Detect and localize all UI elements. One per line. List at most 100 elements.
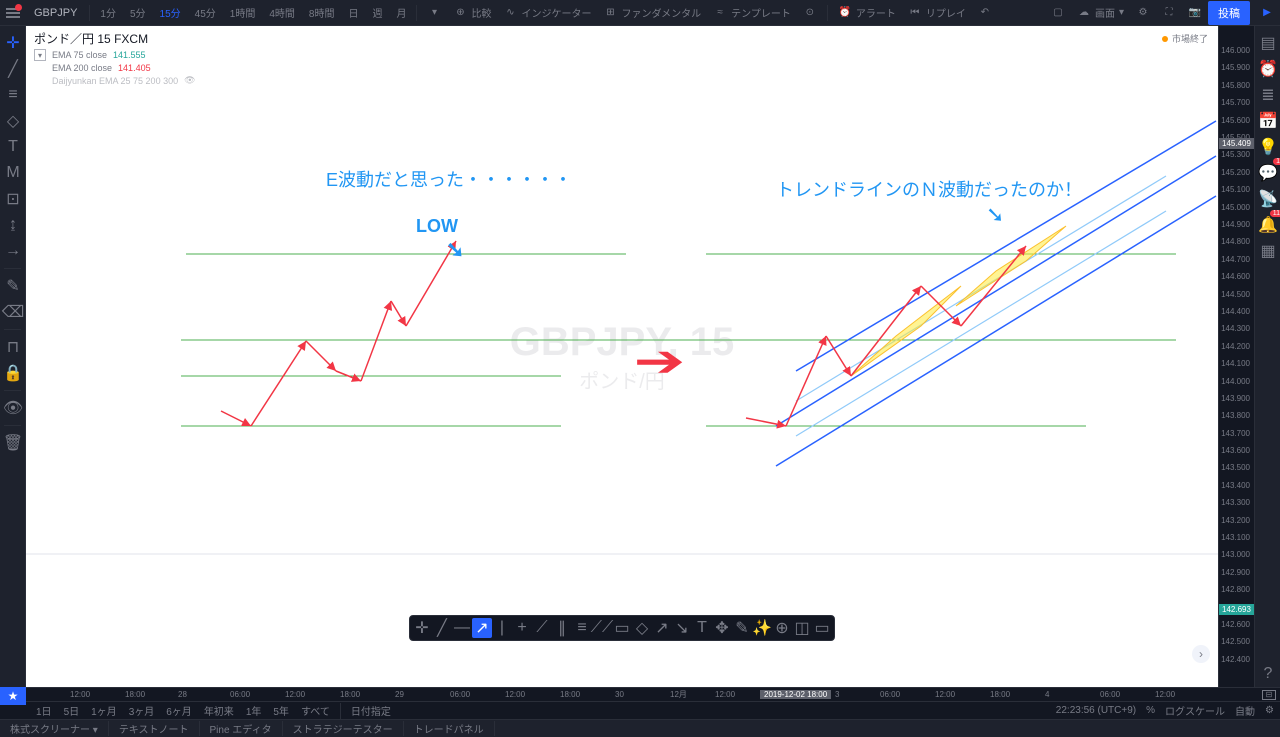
- range-年初来[interactable]: 年初来: [198, 703, 240, 718]
- streams-button[interactable]: 📡: [1255, 186, 1280, 212]
- price-axis[interactable]: 146.000145.900145.800145.700145.600145.5…: [1218, 26, 1254, 687]
- arrow-tool[interactable]: →: [0, 238, 26, 264]
- goto-date-button[interactable]: ⊟: [1262, 690, 1276, 700]
- eye-tool[interactable]: 👁: [0, 395, 26, 421]
- range-1ヶ月[interactable]: 1ヶ月: [85, 703, 123, 718]
- publish-extra-button[interactable]: ▶: [1254, 6, 1280, 20]
- dt-fib[interactable]: ≡: [572, 618, 592, 638]
- undo-button[interactable]: ↶: [972, 6, 998, 20]
- timeframe-15分[interactable]: 15分: [154, 1, 187, 24]
- favorite-star[interactable]: ★: [0, 687, 26, 705]
- timeframe-月[interactable]: 月: [390, 1, 412, 24]
- goto-realtime-button[interactable]: ›: [1192, 645, 1210, 663]
- trash-tool[interactable]: 🗑: [0, 430, 26, 456]
- cursor-tool[interactable]: ✛: [0, 30, 26, 56]
- hotlist-button[interactable]: ≣: [1255, 82, 1280, 108]
- goto-date-link[interactable]: 日付指定: [345, 703, 397, 718]
- chart-pane[interactable]: ポンド／円 15 FXCM ▾ EMA 75 close 141.555 EMA…: [26, 26, 1218, 687]
- save-button[interactable]: ⊙: [797, 6, 823, 20]
- time-axis[interactable]: ⊟ 12:0018:002806:0012:0018:002906:0012:0…: [0, 687, 1280, 701]
- layout-button[interactable]: ▢: [1045, 6, 1071, 20]
- timeframe-1分[interactable]: 1分: [94, 1, 122, 24]
- measure-tool[interactable]: ↨: [0, 212, 26, 238]
- range-5日[interactable]: 5日: [58, 703, 86, 718]
- bottom-tab[interactable]: テキストノート: [109, 721, 200, 736]
- ideas-button[interactable]: 💡: [1255, 134, 1280, 160]
- symbol-label[interactable]: GBPJPY: [26, 7, 85, 19]
- range-3ヶ月[interactable]: 3ヶ月: [123, 703, 161, 718]
- publish-button[interactable]: 投稿: [1208, 1, 1250, 25]
- dt-magic[interactable]: ✨: [752, 618, 772, 638]
- dt-measure[interactable]: ⊕: [772, 618, 792, 638]
- text-tool[interactable]: T: [0, 134, 26, 160]
- fib-tool[interactable]: ≡: [0, 82, 26, 108]
- pencil-tool[interactable]: ✎: [0, 273, 26, 299]
- dt-text[interactable]: T: [692, 618, 712, 638]
- timeframe-週[interactable]: 週: [366, 1, 388, 24]
- prediction-tool[interactable]: ⊡: [0, 186, 26, 212]
- bottom-tab[interactable]: トレードパネル: [404, 721, 495, 736]
- dom-button[interactable]: ▦: [1255, 238, 1280, 264]
- bottom-tab[interactable]: Pine エディタ: [200, 721, 283, 736]
- dt-brush[interactable]: ✎: [732, 618, 752, 638]
- dt-parallel[interactable]: ∥: [552, 618, 572, 638]
- range-1年[interactable]: 1年: [240, 703, 268, 718]
- range-1日[interactable]: 1日: [30, 703, 58, 718]
- settings-button[interactable]: ⚙: [1130, 6, 1156, 20]
- hidden-eye-icon[interactable]: 👁: [184, 75, 195, 86]
- template-button[interactable]: ≈テンプレート: [707, 5, 797, 20]
- dt-more[interactable]: ▭: [812, 618, 832, 638]
- magnet-tool[interactable]: ⊓: [0, 334, 26, 360]
- dt-arrow[interactable]: ↗: [652, 618, 672, 638]
- range-5年[interactable]: 5年: [267, 703, 295, 718]
- chat-button[interactable]: 💬1: [1255, 160, 1280, 186]
- timeframe-45分[interactable]: 45分: [189, 1, 222, 24]
- watchlist-button[interactable]: ▤: [1255, 30, 1280, 56]
- replay-button[interactable]: ⏮リプレイ: [902, 5, 972, 20]
- dt-line[interactable]: ╱: [432, 618, 452, 638]
- eraser-tool[interactable]: ⌫: [0, 299, 26, 325]
- auto-toggle[interactable]: 自動: [1235, 703, 1255, 718]
- pattern-tool[interactable]: M: [0, 160, 26, 186]
- dt-down[interactable]: ↘: [672, 618, 692, 638]
- compare-button[interactable]: ⊕比較: [447, 5, 497, 20]
- dt-hline[interactable]: —: [452, 618, 472, 638]
- dt-vline[interactable]: |: [492, 618, 512, 638]
- dt-diamond[interactable]: ◇: [632, 618, 652, 638]
- timeframe-8時間[interactable]: 8時間: [303, 1, 341, 24]
- indicators-button[interactable]: ∿インジケーター: [497, 5, 597, 20]
- timeframe-4時間[interactable]: 4時間: [263, 1, 301, 24]
- timeframe-5分[interactable]: 5分: [124, 1, 152, 24]
- notifications-button[interactable]: 🔔11: [1255, 212, 1280, 238]
- fullscreen-button[interactable]: ⛶: [1156, 6, 1182, 20]
- legend-collapse-button[interactable]: ▾: [34, 49, 46, 61]
- lock-tool[interactable]: 🔒: [0, 360, 26, 386]
- snapshot-button[interactable]: 📷: [1182, 6, 1208, 20]
- dt-fib2[interactable]: ⟋⟋: [592, 618, 612, 638]
- fundamental-button[interactable]: ⊞ファンダメンタル: [597, 5, 707, 20]
- dt-risk[interactable]: ◫: [792, 618, 812, 638]
- bottom-tab[interactable]: 株式スクリーナー ▾: [0, 721, 109, 736]
- alerts-panel-button[interactable]: ⏰: [1255, 56, 1280, 82]
- calendar-button[interactable]: 📅: [1255, 108, 1280, 134]
- bottom-tab[interactable]: ストラテジーテスター: [283, 721, 404, 736]
- shapes-tool[interactable]: ◇: [0, 108, 26, 134]
- dt-trend[interactable]: ↗: [472, 618, 492, 638]
- dt-move[interactable]: ✥: [712, 618, 732, 638]
- range-すべて[interactable]: すべて: [295, 703, 336, 718]
- main-menu-button[interactable]: [0, 0, 26, 26]
- chart-style-button[interactable]: ▾: [421, 6, 447, 20]
- timeframe-日[interactable]: 日: [342, 1, 364, 24]
- axis-settings-button[interactable]: ⚙: [1265, 705, 1274, 716]
- range-6ヶ月[interactable]: 6ヶ月: [160, 703, 198, 718]
- log-toggle[interactable]: ログスケール: [1165, 703, 1225, 718]
- layout-menu[interactable]: ☁画面▾: [1071, 5, 1130, 20]
- trendline-tool[interactable]: ╱: [0, 56, 26, 82]
- dt-cross[interactable]: ✛: [412, 618, 432, 638]
- timeframe-1時間[interactable]: 1時間: [224, 1, 262, 24]
- dt-cross2[interactable]: +: [512, 618, 532, 638]
- percent-toggle[interactable]: %: [1146, 705, 1155, 716]
- dt-ray[interactable]: ⟋: [532, 618, 552, 638]
- alert-button[interactable]: ⏰アラート: [832, 5, 902, 20]
- dt-rect[interactable]: ▭: [612, 618, 632, 638]
